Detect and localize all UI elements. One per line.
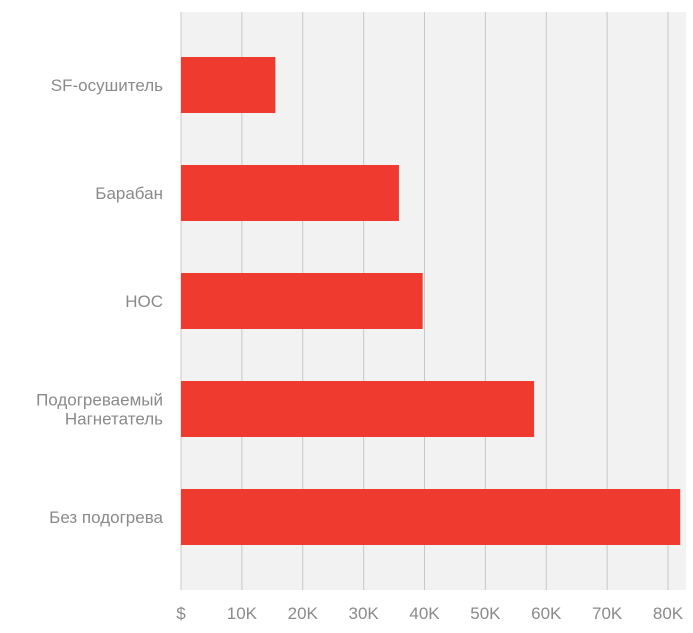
category-label: Подогреваемый Нагнетатель — [36, 391, 163, 429]
category-label: Без подогрева — [49, 508, 163, 527]
bar — [181, 489, 681, 545]
category-label: SF-осушитель — [51, 76, 163, 95]
category-label-line: Подогреваемый — [36, 391, 163, 410]
bar — [181, 57, 276, 113]
bars — [181, 57, 681, 545]
category-label: НОС — [125, 292, 163, 311]
x-tick-label: 70K — [592, 604, 623, 623]
x-tick-labels: $10K 20K 30K 40K 50K 60K 70K 80K — [176, 604, 684, 623]
category-label-line: SF-осушитель — [51, 76, 163, 95]
x-tick-label: 30K — [349, 604, 380, 623]
x-tick-label: 40K — [409, 604, 440, 623]
category-label-line: НОС — [125, 292, 163, 311]
x-tick-label: 20K — [288, 604, 319, 623]
category-label: Барабан — [95, 184, 163, 203]
category-label-line: Нагнетатель — [65, 410, 163, 429]
category-labels: SF-осушитель Барабан НОС Подогреваемый Нагне… — [36, 76, 163, 527]
x-tick-label: 50K — [470, 604, 501, 623]
x-tick-label: 60K — [531, 604, 562, 623]
category-label-line: Барабан — [95, 184, 163, 203]
bar — [181, 165, 399, 221]
bar — [181, 273, 423, 329]
x-tick-label: 80K — [653, 604, 684, 623]
x-tick-label: 10K — [227, 604, 258, 623]
category-label-line: Без подогрева — [49, 508, 163, 527]
x-tick-label: $ — [176, 604, 186, 623]
bar — [181, 381, 535, 437]
